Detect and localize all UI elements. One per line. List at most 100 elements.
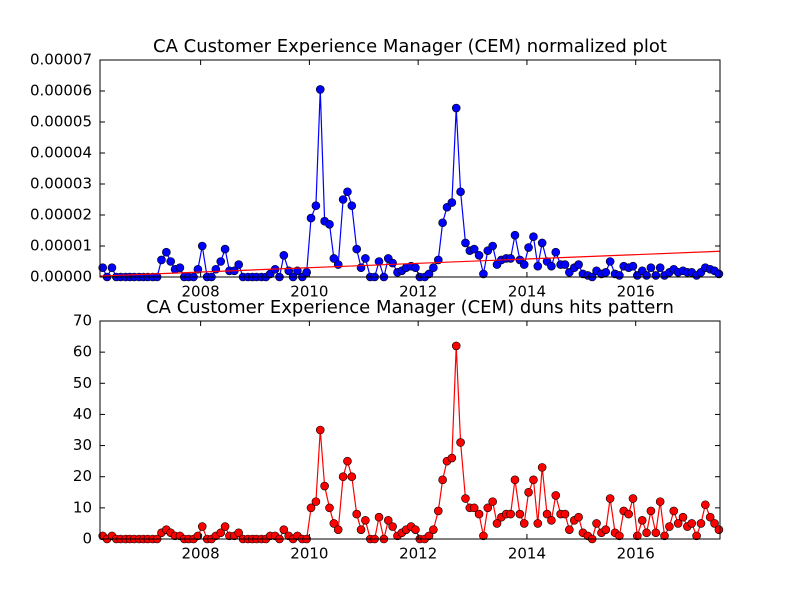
marker — [166, 257, 176, 266]
marker — [343, 187, 352, 197]
marker — [279, 251, 289, 260]
marker — [447, 198, 457, 207]
marker — [605, 494, 615, 503]
y-tick-label: 10 — [73, 498, 92, 516]
marker — [356, 525, 366, 534]
marker — [461, 494, 470, 503]
marker — [197, 522, 207, 531]
y-tick-label: 30 — [73, 436, 92, 454]
marker — [519, 260, 529, 269]
plot-area — [100, 60, 720, 277]
marker — [361, 516, 370, 525]
marker — [429, 263, 438, 273]
marker — [306, 213, 316, 223]
marker — [601, 525, 611, 534]
marker — [506, 509, 515, 519]
marker — [98, 263, 108, 273]
marker — [628, 494, 638, 503]
axes-frame — [99, 59, 721, 278]
marker — [628, 261, 638, 271]
marker — [311, 201, 321, 210]
marker — [338, 472, 348, 482]
marker — [701, 500, 710, 510]
marker — [234, 528, 243, 538]
axes-frame — [99, 320, 721, 540]
y-tick-label: 0.00006 — [30, 82, 92, 100]
marker — [605, 257, 615, 266]
marker — [438, 218, 447, 228]
marker — [615, 531, 624, 541]
marker — [646, 506, 656, 516]
marker — [329, 254, 339, 263]
y-tick-label: 0.00002 — [30, 206, 92, 224]
marker — [162, 247, 171, 257]
marker — [157, 255, 166, 265]
y-tick-label: 0.00004 — [30, 144, 92, 162]
marker — [542, 509, 552, 519]
marker — [601, 268, 611, 277]
marker — [451, 103, 461, 113]
marker — [646, 263, 656, 273]
x-tick-label: 2016 — [617, 545, 655, 563]
marker — [714, 525, 724, 534]
marker — [469, 503, 479, 513]
marker — [506, 254, 515, 263]
y-tick-label: 0.00003 — [30, 175, 92, 193]
marker — [615, 271, 624, 280]
marker — [665, 522, 674, 531]
marker — [655, 263, 665, 273]
marker — [451, 341, 461, 351]
x-tick-label: 2012 — [399, 283, 437, 301]
marker — [524, 243, 533, 252]
marker — [510, 475, 520, 485]
marker — [574, 260, 583, 269]
marker — [388, 522, 397, 531]
marker — [660, 531, 669, 541]
x-tick-label: 2016 — [617, 283, 655, 301]
marker — [637, 516, 647, 525]
marker — [325, 220, 334, 229]
x-tick-label: 2008 — [182, 545, 220, 563]
marker — [483, 503, 493, 513]
x-tick-label: 2008 — [182, 283, 220, 301]
marker — [456, 438, 465, 447]
marker — [343, 456, 352, 466]
marker — [352, 244, 362, 254]
marker — [356, 263, 366, 273]
marker — [547, 261, 556, 271]
marker — [456, 187, 465, 197]
marker — [537, 463, 547, 472]
marker — [537, 238, 547, 248]
y-tick-label: 60 — [73, 343, 92, 361]
marker — [220, 244, 230, 254]
marker — [488, 497, 497, 506]
marker — [560, 509, 570, 519]
plot-area — [100, 321, 720, 539]
marker — [651, 271, 661, 280]
marker — [424, 531, 434, 541]
marker — [705, 512, 715, 522]
marker — [565, 525, 574, 534]
marker — [429, 525, 438, 534]
marker — [524, 487, 533, 497]
marker — [515, 509, 525, 519]
marker — [433, 506, 443, 516]
marker — [696, 519, 706, 528]
marker — [447, 453, 457, 463]
chart-title: CA Customer Experience Manager (CEM) dun… — [146, 297, 674, 318]
x-tick-label: 2014 — [508, 545, 546, 563]
chart-title: CA Customer Experience Manager (CEM) nor… — [153, 36, 667, 57]
y-tick-label: 0.00005 — [30, 113, 92, 131]
marker — [673, 519, 683, 528]
y-tick-label: 0.00007 — [30, 51, 92, 69]
marker — [574, 512, 583, 522]
marker — [488, 241, 497, 251]
y-tick-label: 70 — [73, 312, 92, 330]
marker — [347, 201, 357, 210]
marker — [234, 260, 243, 269]
marker — [560, 260, 570, 269]
marker — [411, 263, 420, 273]
marker — [374, 512, 384, 522]
marker — [533, 519, 543, 528]
marker — [279, 525, 289, 534]
